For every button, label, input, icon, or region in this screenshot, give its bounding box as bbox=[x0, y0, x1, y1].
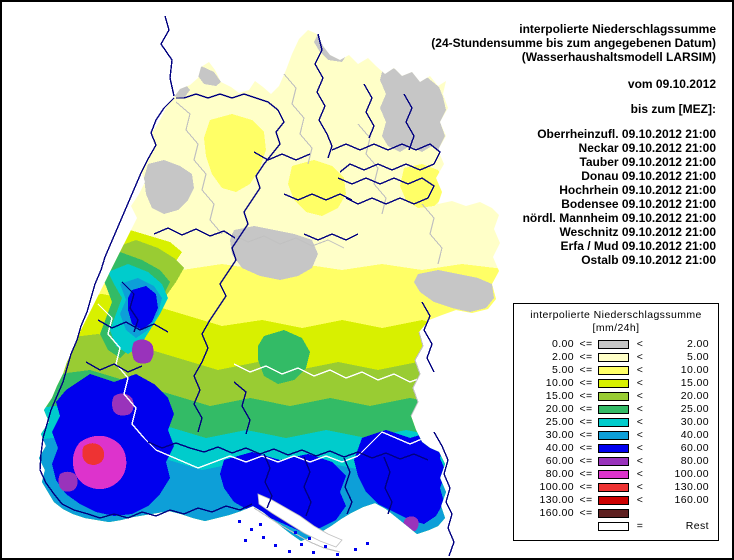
lake-constance bbox=[257, 493, 343, 548]
gauge-entry: nördl. Mannheim 09.10.2012 21:00 bbox=[522, 211, 716, 225]
legend-swatch bbox=[598, 509, 629, 518]
legend-unit: [mm/24h] bbox=[592, 322, 640, 334]
legend-row: 10.00 <= <15.00 bbox=[545, 377, 709, 389]
river-rhine-west-south bbox=[39, 97, 253, 519]
gauge-entry: Oberrheinzufl. 09.10.2012 21:00 bbox=[537, 127, 716, 141]
rivers bbox=[39, 15, 455, 557]
legend-swatch bbox=[598, 483, 629, 492]
legend-swatch bbox=[598, 522, 629, 531]
legend-swatch bbox=[598, 431, 629, 440]
gauge-entry: Donau 09.10.2012 21:00 bbox=[581, 169, 716, 183]
rain-dots bbox=[238, 520, 369, 556]
river-danube bbox=[147, 441, 429, 461]
gauge-entry: Neckar 09.10.2012 21:00 bbox=[578, 141, 716, 155]
legend-row: 0.00 <= <2.00 bbox=[551, 338, 709, 350]
river-kocher bbox=[337, 177, 435, 205]
gauge-entry: Weschnitz 09.10.2012 21:00 bbox=[559, 225, 716, 239]
legend-row: 5.00 <= <10.00 bbox=[551, 364, 709, 376]
gauge-entry: Ostalb 09.10.2012 21:00 bbox=[581, 253, 716, 267]
gauge-entry: Bodensee 09.10.2012 21:00 bbox=[561, 197, 716, 211]
river-murr bbox=[253, 151, 311, 161]
legend-swatch bbox=[598, 366, 629, 375]
legend-swatch bbox=[598, 405, 629, 414]
watershed-lines bbox=[97, 303, 437, 469]
river-alpenrhein bbox=[433, 431, 455, 557]
legend-row: 160.00 <= bbox=[514, 507, 718, 520]
legend-swatch bbox=[598, 496, 629, 505]
legend-row: 15.00 <= <20.00 bbox=[545, 390, 709, 402]
legend-row: 20.00 <= <25.00 bbox=[545, 403, 709, 415]
legend-row: 2.00 <= <5.00 bbox=[551, 351, 709, 363]
legend: interpolierte Niederschlagssumme [mm/24h… bbox=[513, 303, 719, 541]
legend-swatch bbox=[598, 340, 629, 349]
legend-swatch bbox=[598, 379, 629, 388]
legend-row: 30.00 <= <40.00 bbox=[545, 429, 709, 441]
legend-row: = Rest bbox=[514, 520, 718, 533]
right-text-column: interpolierte Niederschlagssumme (24-Stu… bbox=[416, 22, 716, 267]
river-rems bbox=[283, 193, 353, 201]
legend-row: 60.00 <= <80.00 bbox=[545, 455, 709, 467]
map-title-line1: interpolierte Niederschlagssumme bbox=[519, 22, 716, 36]
precipitation-map bbox=[39, 15, 500, 557]
legend-swatch bbox=[598, 457, 629, 466]
legend-title: interpolierte Niederschlagssumme bbox=[530, 309, 702, 321]
map-title-line3: (Wasserhaushaltsmodell LARSIM) bbox=[521, 50, 716, 64]
legend-row: 25.00 <= <30.00 bbox=[545, 416, 709, 428]
gauge-entry: Hochrhein 09.10.2012 21:00 bbox=[559, 183, 716, 197]
map-title-line2: (24-Stundensumme bis zum angegebenen Dat… bbox=[431, 36, 716, 50]
gauge-datetime-list: Oberrheinzufl. 09.10.2012 21:00 Neckar 0… bbox=[416, 127, 716, 267]
river-neckar bbox=[176, 93, 285, 433]
legend-swatch bbox=[598, 353, 629, 362]
gauge-entry: Tauber 09.10.2012 21:00 bbox=[579, 155, 716, 169]
legend-row: 40.00 <= <60.00 bbox=[545, 442, 709, 454]
bis-zum-label: bis zum [MEZ]: bbox=[630, 102, 716, 116]
legend-row: 130.00 <= <160.00 bbox=[539, 494, 709, 506]
legend-swatch bbox=[598, 470, 629, 479]
legend-swatch bbox=[598, 418, 629, 427]
legend-rows: 0.00 <= <2.00 2.00 <= <5.00 5.00 <= <10.00 10.… bbox=[514, 338, 718, 533]
vom-date-label: vom 09.10.2012 bbox=[627, 77, 716, 91]
river-jagst bbox=[331, 143, 441, 173]
river-tauber bbox=[314, 33, 333, 159]
legend-swatch bbox=[598, 392, 629, 401]
river-fils bbox=[303, 233, 359, 241]
river-rhine-north bbox=[160, 15, 175, 97]
legend-row: 80.00 <= <100.00 bbox=[545, 468, 709, 480]
legend-row: 100.00 <= <130.00 bbox=[539, 481, 709, 493]
gauge-entry: Erfa / Mud 09.10.2012 21:00 bbox=[560, 239, 716, 253]
river-enz bbox=[153, 227, 236, 239]
zone-red bbox=[82, 443, 105, 465]
legend-swatch bbox=[598, 444, 629, 453]
